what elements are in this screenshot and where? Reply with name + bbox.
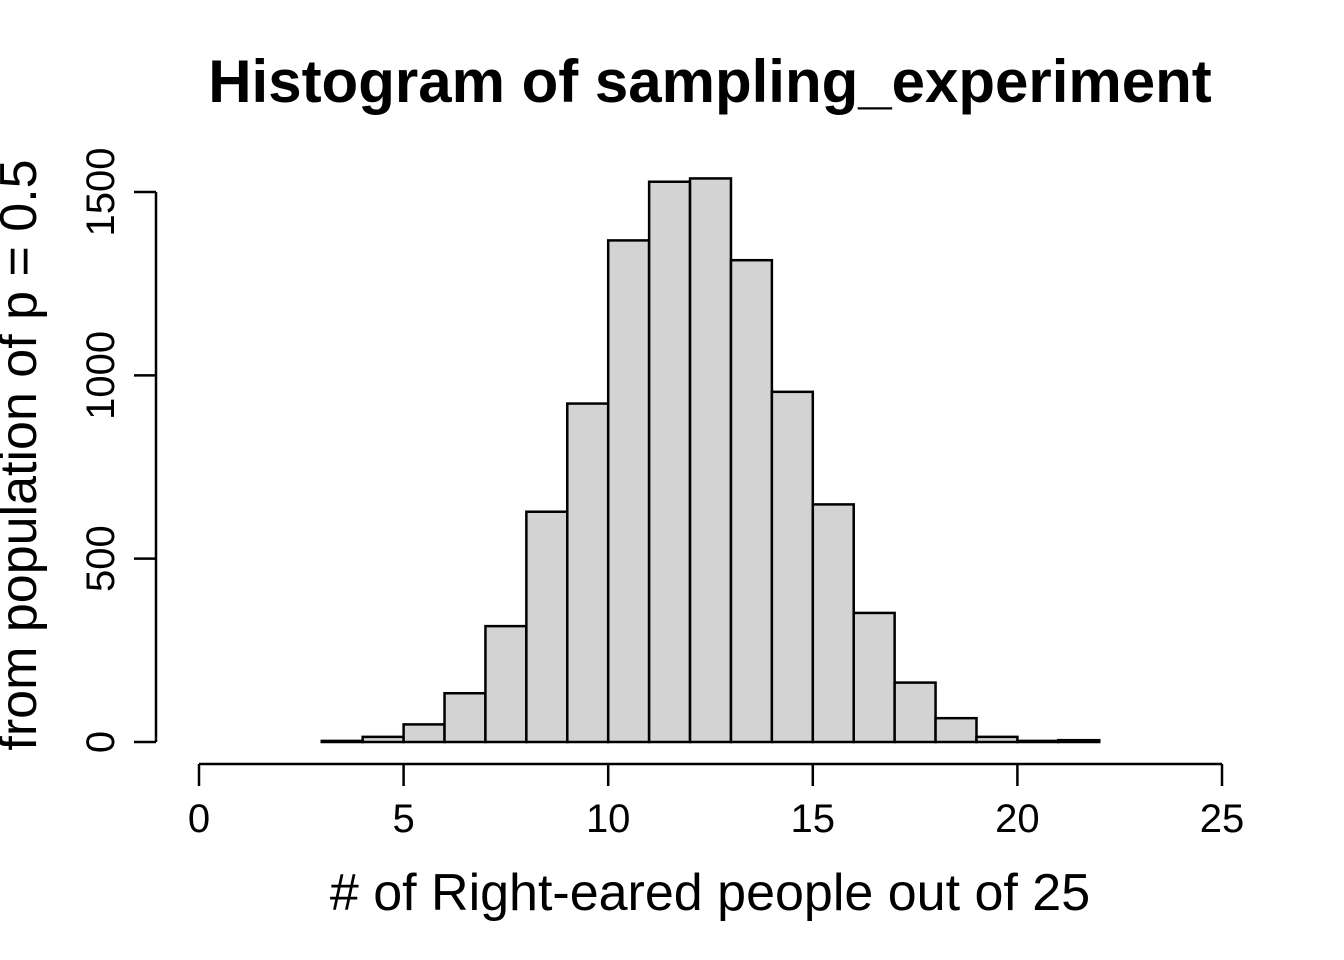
histogram-bar-15 (811, 503, 855, 744)
x-axis-ticks: 0 5 10 15 20 25 (188, 764, 1244, 841)
y-tick-label: 1500 (79, 148, 123, 237)
histogram-bar-6 (443, 691, 487, 744)
y-axis-label: from population of p = 0.5 (0, 159, 48, 750)
bars-group (320, 177, 1101, 744)
histogram-bar-5 (402, 723, 446, 744)
y-tick-label: 1000 (79, 331, 123, 420)
histogram-bar-11 (647, 180, 692, 744)
histogram-bar-8 (525, 510, 569, 744)
histogram-bar-9 (566, 402, 610, 744)
x-tick-label: 10 (586, 797, 631, 841)
histogram-bar-10 (606, 239, 651, 744)
y-tick-label: 500 (79, 525, 123, 592)
histogram-bar-18 (934, 716, 978, 744)
x-axis-label: # of Right-eared people out of 25 (330, 864, 1090, 922)
x-tick-label: 25 (1200, 797, 1245, 841)
y-axis-ticks: 0 500 1000 1500 (79, 148, 156, 753)
x-tick-label: 5 (392, 797, 414, 841)
histogram-bar-7 (484, 624, 528, 744)
histogram-bar-12 (688, 177, 733, 744)
x-tick-label: 0 (188, 797, 210, 841)
x-tick-label: 20 (995, 797, 1040, 841)
x-tick-label: 15 (791, 797, 836, 841)
y-tick-label: 0 (79, 731, 123, 753)
histogram-bar-21 (1057, 738, 1101, 744)
chart-title: Histogram of sampling_experiment (208, 48, 1212, 115)
histogram-bar-19 (975, 735, 1019, 744)
histogram-bar-17 (893, 681, 937, 744)
histogram-bar-3 (320, 739, 364, 744)
histogram-bar-13 (729, 258, 774, 744)
histogram-bar-14 (770, 390, 815, 744)
histogram-bar-4 (361, 735, 405, 744)
histogram-bar-16 (852, 611, 896, 744)
histogram-bar-20 (1016, 739, 1060, 744)
